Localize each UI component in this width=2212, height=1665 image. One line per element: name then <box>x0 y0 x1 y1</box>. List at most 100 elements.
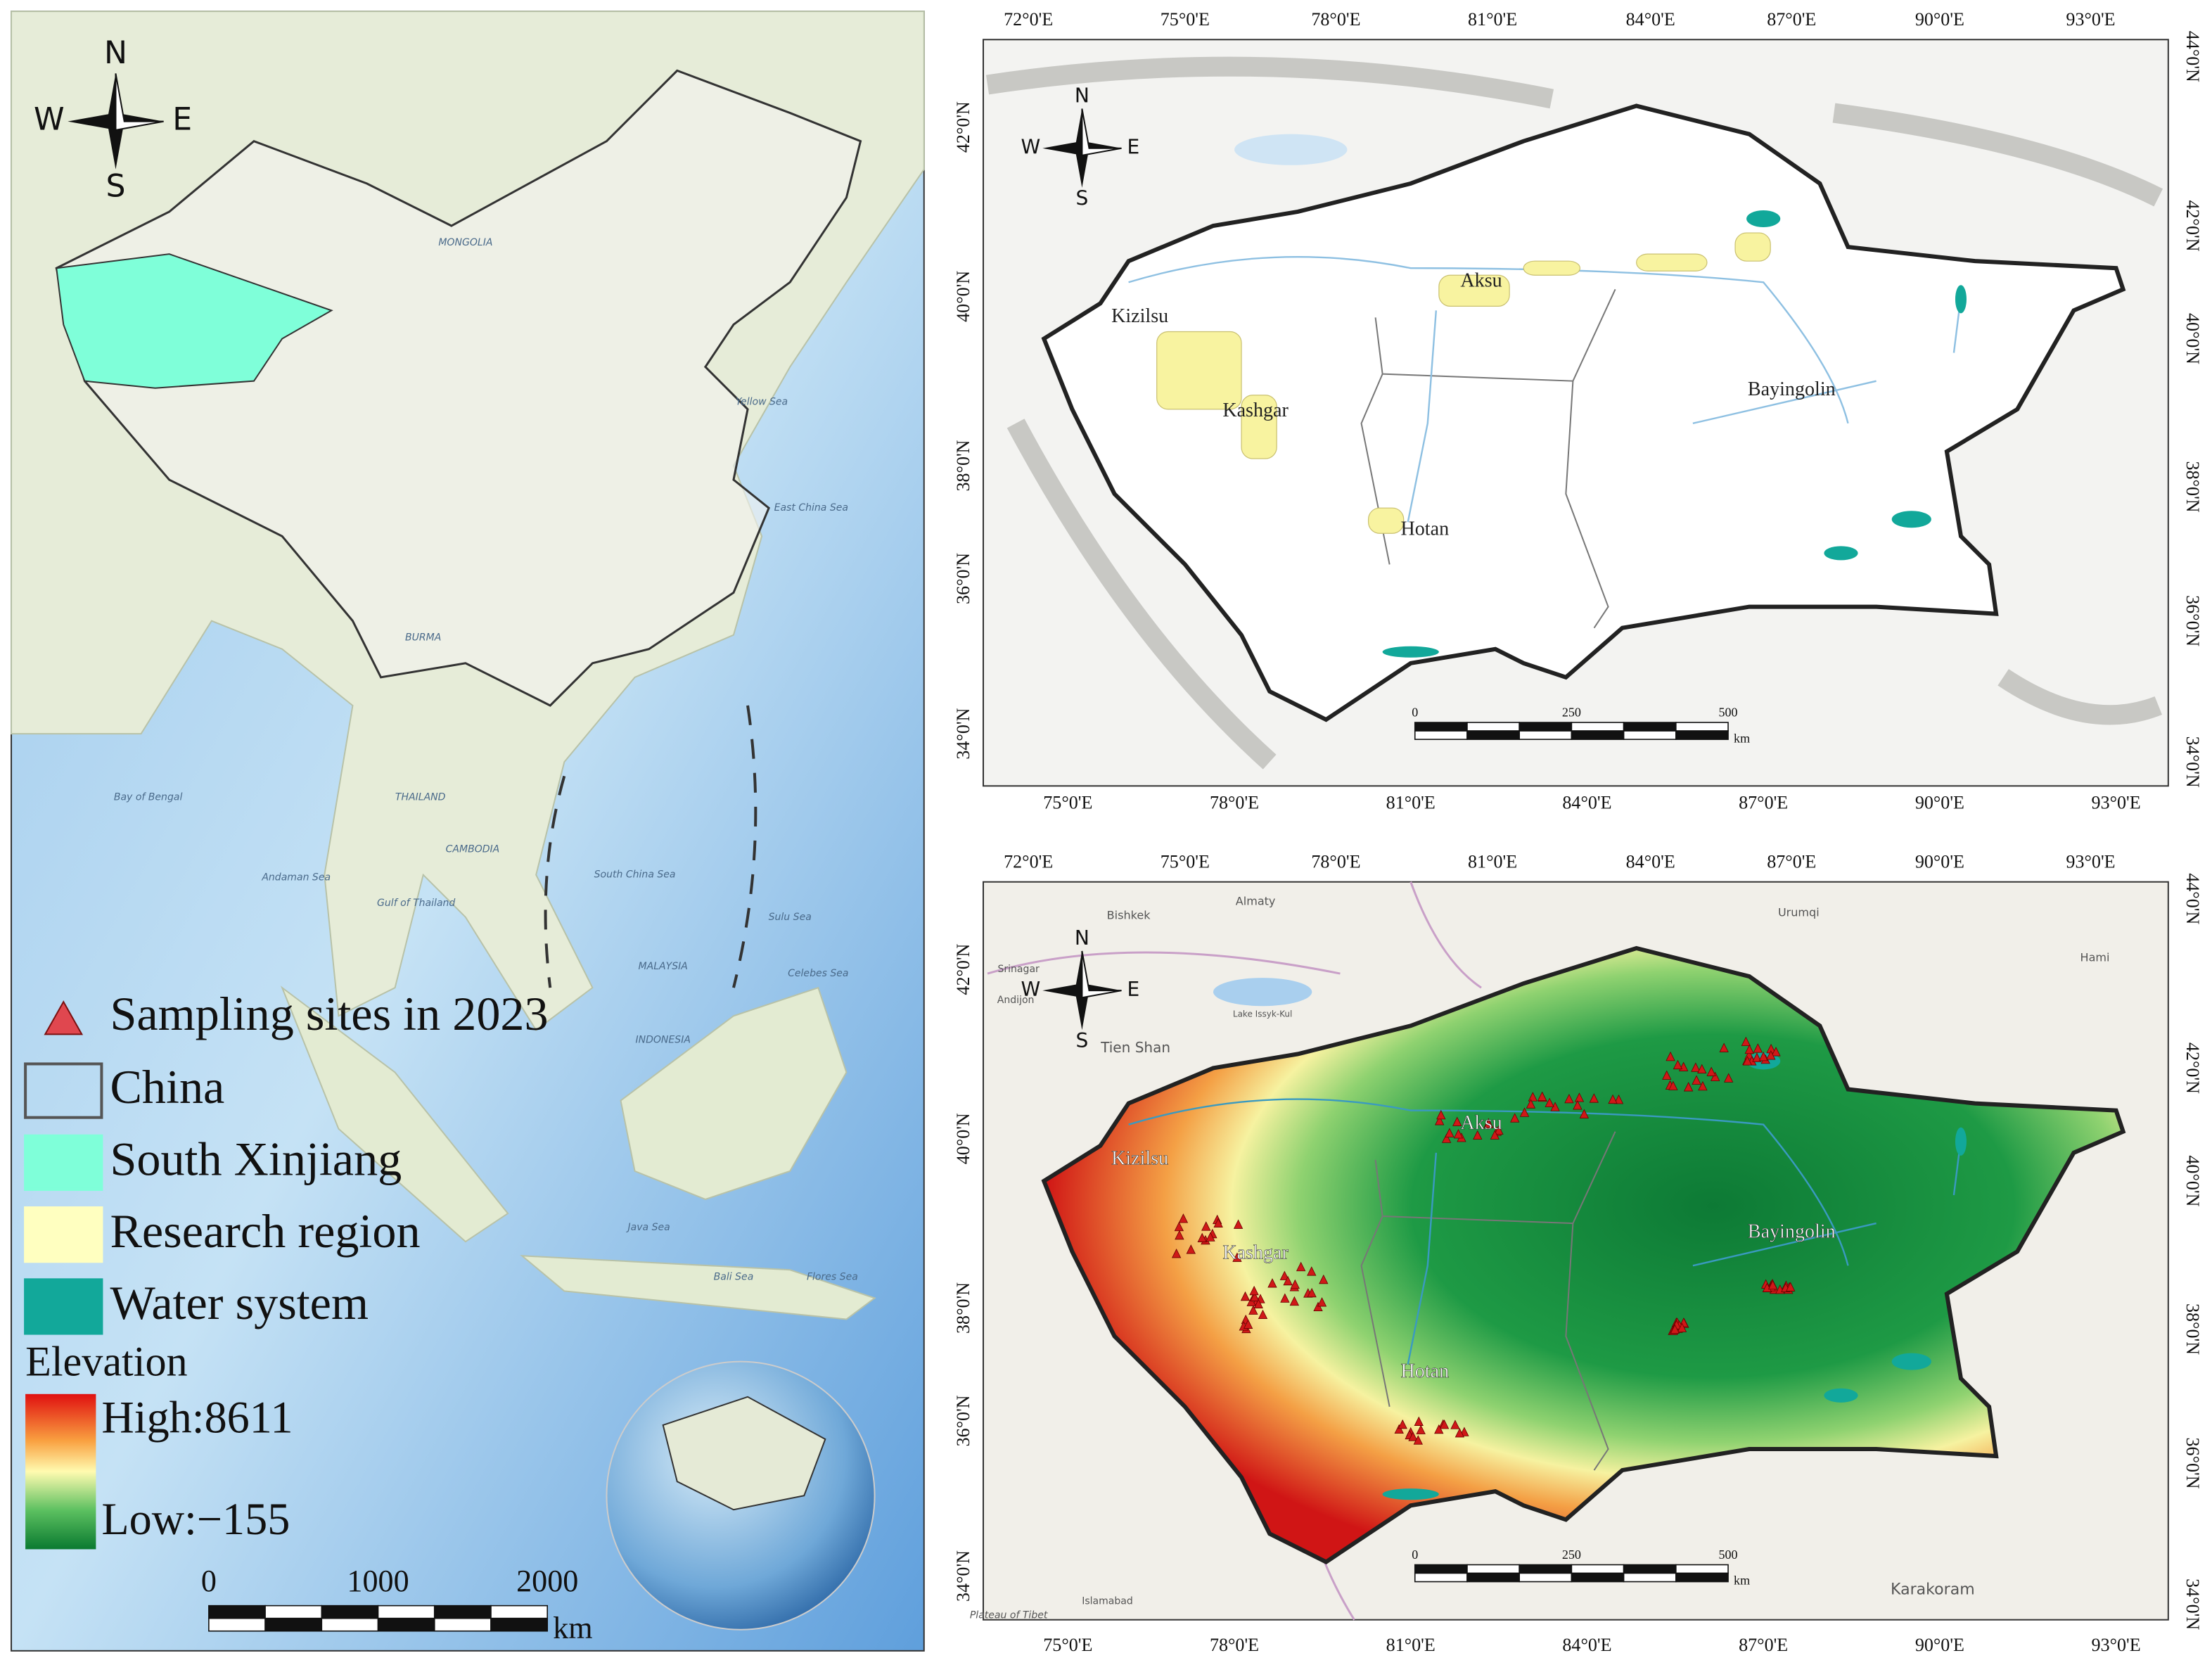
sampling-site <box>1662 1070 1672 1080</box>
sampling-site <box>1450 1420 1460 1429</box>
elevation-bar <box>25 1393 96 1550</box>
sampling-site <box>1408 1431 1418 1441</box>
sampling-site <box>1394 1424 1404 1434</box>
lake <box>1234 134 1348 165</box>
lat-label: 36°0'N <box>953 1395 973 1446</box>
south-xinjiang <box>56 253 333 389</box>
region-label: Kizilsu <box>1111 305 1168 327</box>
sampling-site <box>1171 1249 1182 1258</box>
legend-label: High:8611 <box>101 1393 293 1443</box>
place-label: Plateau of Tibet <box>970 1610 1048 1621</box>
scale-bar <box>1414 730 1468 740</box>
sampling-site <box>1545 1097 1554 1107</box>
region-label: Hotan <box>1400 1360 1449 1382</box>
lat-label: 42°0'N <box>953 943 973 995</box>
research-region <box>1734 232 1771 262</box>
sampling-site <box>1741 1036 1751 1047</box>
sampling-site <box>1416 1424 1426 1434</box>
sampling-site <box>1711 1071 1720 1081</box>
lon-label: 81°0'E <box>1386 792 1436 812</box>
sampling-site <box>1494 1125 1504 1135</box>
region-label: Kizilsu <box>1111 1147 1168 1169</box>
sampling-site <box>1666 1051 1675 1061</box>
research-region <box>1438 274 1510 307</box>
sampling-site <box>1253 1299 1263 1308</box>
study-area <box>1041 103 2126 722</box>
lon-label: 72°0'E <box>1004 852 1053 872</box>
compass-label: S <box>1075 1029 1088 1052</box>
sampling-site <box>1473 1130 1483 1140</box>
scale-bar <box>377 1617 435 1632</box>
scale-bar <box>321 1605 379 1619</box>
scale-bar <box>433 1605 492 1619</box>
compass-label: W <box>1021 978 1041 1001</box>
scale-bar <box>264 1605 323 1619</box>
sampling-site <box>1434 1424 1444 1434</box>
basemap-label: Bay of Bengal <box>114 791 183 803</box>
scale-label: 2000 <box>516 1564 578 1598</box>
research-region <box>1241 395 1277 459</box>
sampling-site <box>1752 1052 1762 1062</box>
county-border <box>1360 1131 1616 1471</box>
lat-label: 38°0'N <box>953 1282 973 1334</box>
legend-label: Low:−155 <box>101 1494 290 1544</box>
sampling-site <box>1233 1219 1244 1229</box>
scale-bar <box>321 1617 379 1632</box>
research-region <box>1523 260 1581 276</box>
sampling-site <box>1307 1266 1317 1276</box>
region-label: Kashgar <box>1222 1242 1289 1264</box>
place-label: Lake Issyk-Kul <box>1233 1009 1293 1019</box>
compass-label: S <box>1075 187 1088 210</box>
sampling-site <box>1490 1130 1500 1140</box>
lon-label: 90°0'E <box>1915 1635 1964 1655</box>
legend-swatch <box>24 1134 103 1191</box>
lat-label: 34°0'N <box>2182 736 2203 788</box>
basemap-label: Andaman Sea <box>261 872 331 883</box>
lon-label: 93°0'E <box>2092 792 2141 812</box>
sampling-site <box>1573 1100 1583 1110</box>
sampling-site <box>1250 1291 1260 1301</box>
region-label: Bayingolin <box>1748 1221 1836 1243</box>
lon-label: 72°0'E <box>1004 9 1053 30</box>
sampling-site <box>1579 1109 1590 1118</box>
scale-bar <box>1519 722 1573 732</box>
scale-bar <box>1571 730 1625 740</box>
legend-label: Water system <box>110 1276 369 1329</box>
research-region <box>1367 507 1405 534</box>
scale-bar <box>1675 722 1729 732</box>
sampling-site <box>1683 1082 1694 1092</box>
sampling-site <box>1280 1293 1290 1303</box>
region-panel: Kizilsu Kashgar Aksu Hotan Bayingolin N S W E 0 25… <box>953 9 2203 812</box>
sampling-site <box>1246 1296 1256 1306</box>
sampling-site <box>1692 1075 1701 1085</box>
sampling-site <box>1243 1319 1253 1329</box>
lon-label: 78°0'E <box>1210 1635 1259 1655</box>
legend-title: Elevation <box>25 1338 188 1385</box>
water-body <box>1746 210 1781 228</box>
scale-label: 0 <box>1412 1548 1418 1562</box>
sampling-site <box>1526 1099 1536 1109</box>
water-body <box>1824 546 1858 561</box>
terrain <box>985 56 2163 770</box>
sampling-site <box>1670 1324 1680 1334</box>
sampling-site <box>1197 1232 1207 1242</box>
scale-label: 500 <box>1718 706 1737 720</box>
scale-bar <box>1623 1564 1677 1574</box>
lon-label: 75°0'E <box>1161 852 1210 872</box>
sampling-site <box>1290 1279 1300 1289</box>
sampling-site <box>1240 1291 1251 1301</box>
scale-unit: km <box>1734 1574 1750 1588</box>
lat-label: 40°0'N <box>2182 313 2203 364</box>
place-label: Andijon <box>997 995 1035 1006</box>
lon-label: 78°0'E <box>1311 852 1360 872</box>
sampling-site <box>1786 1282 1796 1291</box>
scale-label: 250 <box>1562 706 1581 720</box>
lat-label: 38°0'N <box>2182 461 2203 513</box>
research-region <box>1636 253 1708 272</box>
legend-label: Sampling sites in 2023 <box>110 987 548 1040</box>
compass-rose <box>1081 950 1122 999</box>
lat-label: 34°0'N <box>953 708 973 759</box>
scale-bar <box>1466 1572 1520 1583</box>
scale-bar <box>1623 1572 1677 1583</box>
